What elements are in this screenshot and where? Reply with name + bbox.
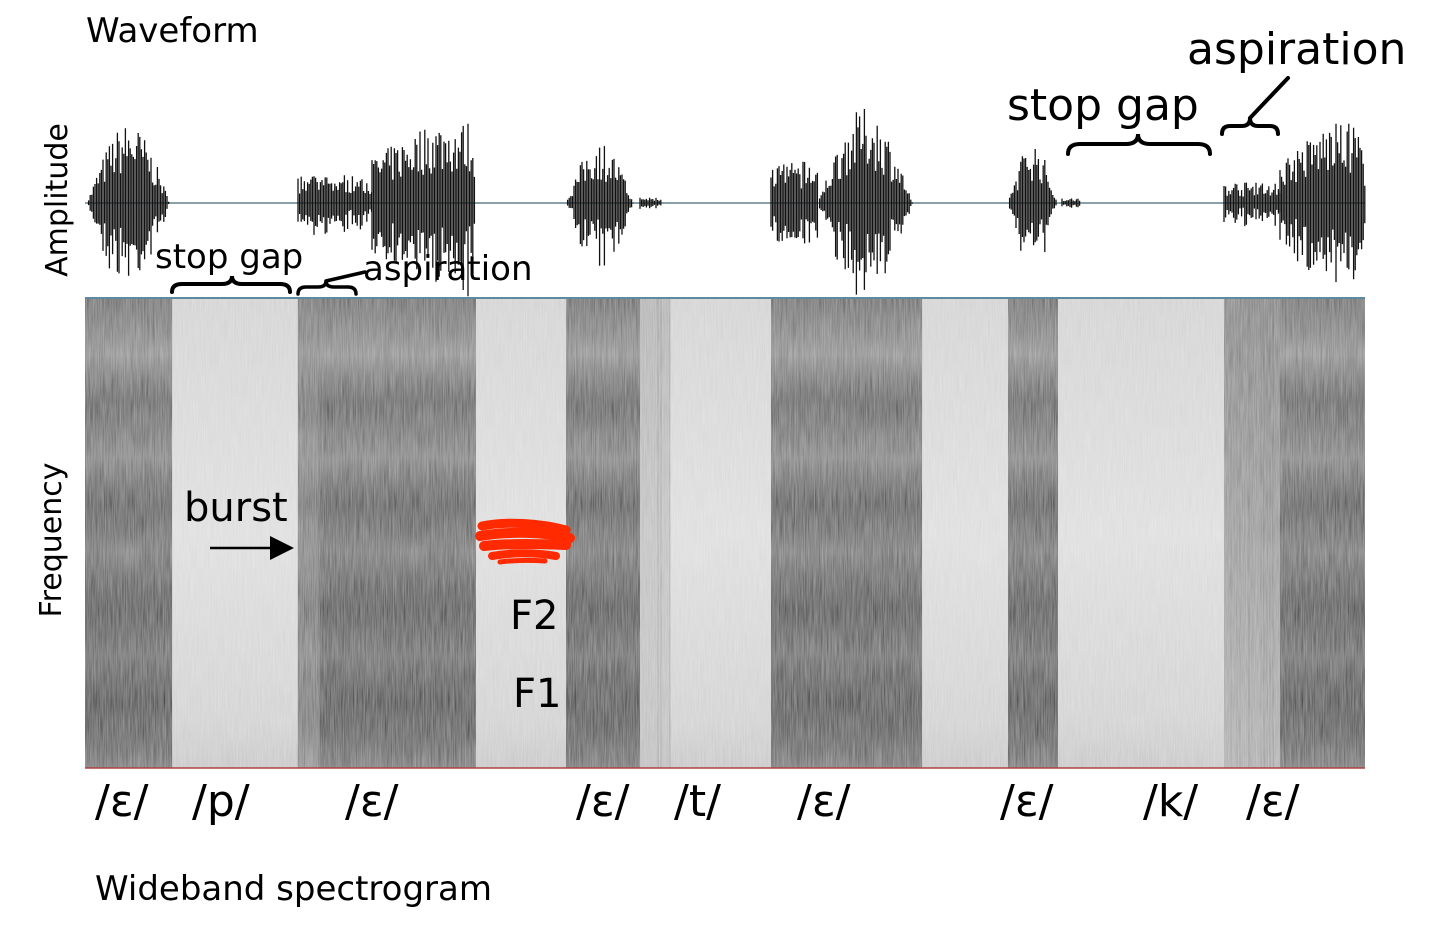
burst-label: burst [184, 485, 288, 531]
waveform-burst [1061, 198, 1081, 208]
burst-arrow [210, 536, 294, 560]
amplitude-axis-label: Amplitude [40, 123, 75, 277]
spectrogram-vowel-regions [84, 298, 1365, 768]
waveform-title: Waveform [86, 11, 259, 51]
waveform-burst [818, 109, 914, 295]
phoneme-label: /ɛ/ [1246, 776, 1300, 827]
spectrogram-background [85, 298, 1365, 768]
stop-gap-label-1: stop gap [155, 237, 304, 277]
f1-label: F1 [513, 671, 562, 717]
spectrogram-title: Wideband spectrogram [95, 869, 492, 909]
aspiration-brace-1 [296, 270, 367, 296]
phoneme-label: /k/ [1143, 776, 1199, 827]
phoneme-label: /p/ [192, 776, 250, 827]
waveform-burst [297, 175, 373, 235]
waveform-burst [770, 161, 819, 244]
stop-gap-label-2: stop gap [1007, 80, 1199, 131]
aspiration-brace-2 [1220, 76, 1290, 136]
phoneme-label: /ɛ/ [797, 776, 851, 827]
frequency-axis-label: Frequency [34, 462, 69, 618]
waveform-burst [1008, 149, 1057, 253]
stop-gap-brace-1 [170, 275, 292, 294]
waveform-burst [87, 128, 170, 276]
aspiration-label-1: aspiration [363, 249, 533, 289]
red-scribble-mark [475, 518, 575, 565]
waveform-burst [566, 146, 634, 266]
waveform-trace [87, 109, 1366, 297]
spectrogram-panel [84, 298, 1365, 768]
phoneme-label: /ɛ/ [576, 776, 630, 827]
aspiration-label-2: aspiration [1187, 24, 1407, 75]
phoneme-label: /t/ [674, 776, 721, 827]
waveform-burst [639, 197, 662, 209]
f2-label: F2 [510, 593, 559, 639]
spectrogram-band [1280, 298, 1365, 768]
spectrogram-band [85, 298, 172, 768]
waveform-burst [1279, 123, 1366, 283]
phoneme-label: /ɛ/ [345, 776, 399, 827]
waveform-burst [371, 123, 476, 297]
waveform-burst [1223, 182, 1281, 227]
phoneme-label: /ɛ/ [95, 776, 149, 827]
stop-gap-brace-2 [1066, 133, 1212, 156]
phoneme-label: /ɛ/ [1000, 776, 1054, 827]
waveform-panel [85, 109, 1366, 297]
